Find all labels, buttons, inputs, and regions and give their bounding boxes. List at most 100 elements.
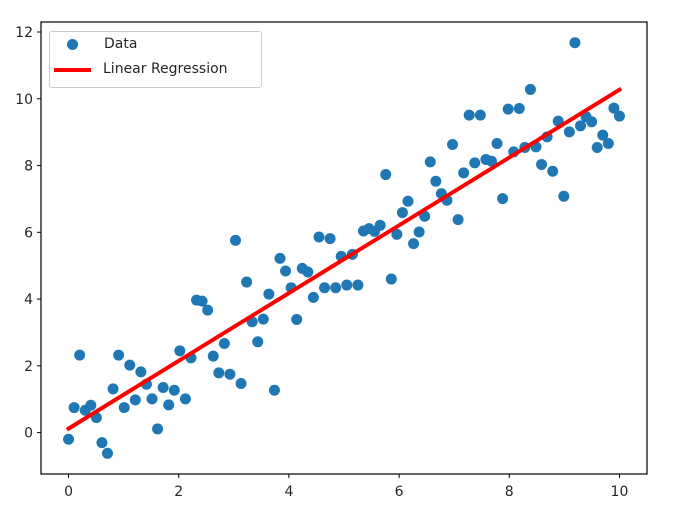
data-point [102, 447, 113, 459]
data-point [613, 110, 625, 122]
data-point [569, 37, 581, 49]
data-point [563, 126, 575, 138]
y-tick-label: 12 [15, 25, 33, 41]
data-point [129, 394, 141, 406]
y-tick-label: 6 [24, 225, 33, 241]
data-point [157, 382, 169, 394]
data-point [385, 273, 397, 285]
data-point [218, 337, 230, 349]
data-point [74, 349, 86, 361]
data-point [179, 393, 191, 405]
data-point [485, 155, 497, 167]
data-point [113, 349, 125, 361]
y-tick-label: 0 [24, 426, 33, 442]
data-point [146, 393, 158, 405]
data-point [235, 378, 247, 390]
legend-regression-line-icon [54, 68, 91, 72]
data-point [85, 399, 97, 411]
data-point [513, 102, 525, 114]
y-tick-label: 2 [24, 359, 33, 375]
x-tick-label: 10 [611, 484, 629, 500]
data-point [341, 279, 353, 291]
data-point [469, 157, 481, 169]
data-point [252, 336, 264, 348]
data-point [152, 423, 164, 435]
data-point [591, 142, 603, 154]
data-point [396, 207, 408, 219]
data-point [374, 219, 386, 231]
data-point [302, 266, 314, 278]
data-point [586, 116, 598, 128]
legend-data-marker-icon [67, 39, 78, 50]
data-point [135, 366, 147, 378]
data-point [447, 139, 459, 151]
data-point [324, 233, 336, 245]
data-point [575, 120, 586, 132]
data-point [458, 167, 470, 179]
x-tick-label: 0 [64, 484, 73, 500]
data-point [413, 226, 425, 238]
data-point [547, 165, 559, 177]
data-point [257, 313, 269, 325]
data-point [263, 288, 275, 300]
data-point [168, 384, 180, 396]
data-point [424, 156, 436, 168]
data-point [497, 193, 509, 205]
data-point [268, 384, 280, 396]
regression-line [65, 87, 623, 432]
data-point [280, 265, 292, 277]
data-point [319, 282, 331, 294]
y-tick-label: 4 [24, 292, 33, 308]
data-point [402, 195, 414, 207]
data-point [124, 359, 136, 371]
x-tick-label: 8 [505, 484, 514, 500]
data-point [313, 231, 325, 243]
data-point [408, 238, 420, 250]
y-tick-label: 8 [24, 159, 33, 175]
data-point [163, 399, 175, 411]
legend: Data Linear Regression [49, 31, 262, 88]
data-point [202, 304, 214, 316]
data-point [608, 102, 620, 114]
data-point [213, 367, 225, 379]
data-point [463, 109, 475, 121]
regression-line-path [65, 87, 623, 432]
y-axis-ticks: 0 2 4 6 8 10 12 [15, 25, 41, 442]
data-point [452, 214, 464, 226]
data-point [474, 109, 486, 121]
data-point [174, 345, 186, 357]
data-point [536, 159, 548, 171]
legend-label-linear-regression: Linear Regression [103, 61, 228, 77]
data-point [118, 402, 130, 414]
x-tick-label: 6 [395, 484, 404, 500]
data-point [107, 383, 119, 395]
x-axis-ticks: 0 2 4 6 8 10 [64, 474, 628, 500]
y-tick-label: 10 [15, 92, 33, 108]
x-tick-label: 2 [174, 484, 183, 500]
data-point [224, 368, 236, 380]
data-point [291, 313, 303, 325]
data-point [68, 402, 80, 414]
data-point [602, 138, 614, 150]
data-point [330, 282, 342, 294]
x-tick-label: 4 [284, 484, 293, 500]
data-point [241, 276, 253, 288]
legend-label-data: Data [104, 36, 138, 52]
data-point [430, 175, 442, 187]
data-point [96, 437, 108, 449]
data-point [391, 228, 403, 240]
data-point [196, 295, 208, 307]
data-point [352, 279, 364, 291]
data-point [307, 291, 319, 303]
data-point [229, 234, 241, 246]
data-point [524, 83, 536, 95]
data-point [597, 129, 609, 141]
data-point [274, 252, 286, 264]
data-point [380, 169, 392, 181]
data-point [491, 138, 503, 150]
data-point [63, 433, 75, 445]
data-point [207, 350, 219, 362]
data-point [558, 190, 570, 202]
data-point [502, 103, 514, 115]
